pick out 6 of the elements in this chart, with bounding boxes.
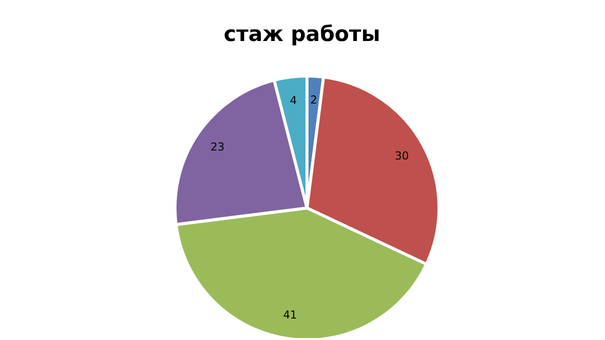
chart-title: стаж работы [224,22,380,46]
data-label: 23 [210,140,224,154]
data-label: 2 [310,93,318,106]
data-label: 4 [290,94,297,108]
data-label: 30 [394,149,409,162]
data-label: 41 [283,308,298,322]
